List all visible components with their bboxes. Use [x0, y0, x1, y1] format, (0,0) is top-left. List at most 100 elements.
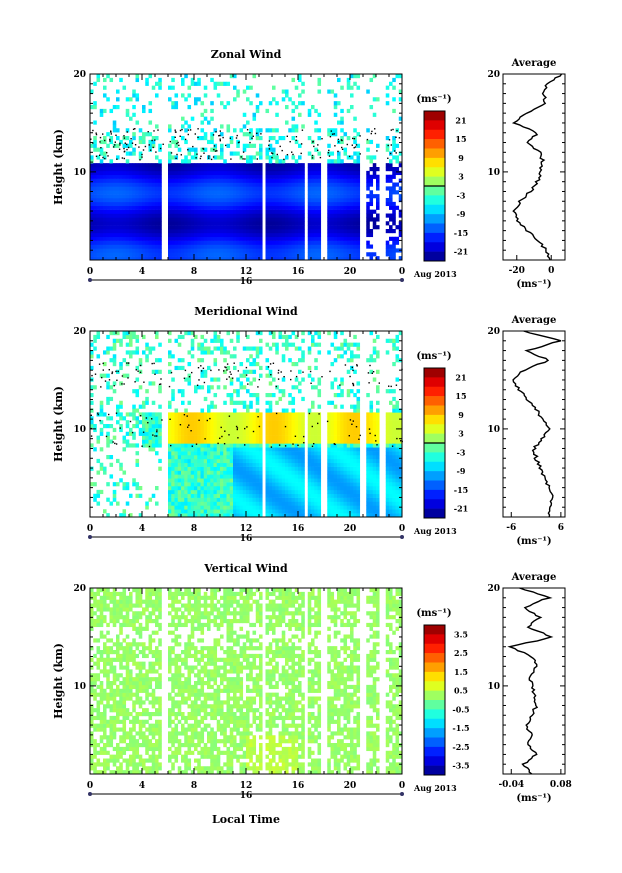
- heatmap-cell: [337, 221, 341, 226]
- heatmap-cell: [268, 248, 273, 253]
- heatmap-cell: [200, 225, 205, 230]
- heatmap-cell: [106, 190, 110, 195]
- heatmap-cell: [255, 186, 260, 191]
- heatmap-cell: [200, 466, 205, 471]
- heatmap-cell: [200, 420, 205, 425]
- heatmap-cell: [194, 424, 198, 429]
- heatmap-cell: [246, 190, 250, 195]
- heatmap-cell: [275, 493, 279, 498]
- heatmap-cell: [343, 338, 348, 343]
- heatmap-cell: [333, 198, 338, 203]
- contour-point: [141, 156, 143, 158]
- heatmap-cell: [226, 431, 231, 436]
- heatmap-cell: [109, 205, 114, 210]
- heatmap-cell: [226, 443, 231, 448]
- heatmap-cell: [229, 163, 234, 168]
- heatmap-cell: [281, 236, 286, 241]
- heatmap-cell: [298, 178, 302, 183]
- heatmap-cell: [223, 486, 227, 491]
- heatmap-cell: [346, 509, 351, 514]
- heatmap-cell: [197, 240, 201, 245]
- heatmap-cell: [255, 482, 260, 487]
- heatmap-cell: [116, 252, 120, 257]
- heatmap-cell: [294, 105, 299, 110]
- heatmap-cell: [330, 159, 335, 164]
- heatmap-cell: [294, 221, 299, 226]
- heatmap-cell: [285, 435, 289, 440]
- heatmap-cell: [265, 205, 270, 210]
- heatmap-cell: [181, 493, 185, 498]
- heatmap-cell: [317, 170, 322, 176]
- heatmap-cell: [155, 443, 159, 448]
- heatmap-cell: [301, 451, 305, 456]
- heatmap-cell: [210, 435, 214, 440]
- heatmap-cell: [291, 244, 296, 249]
- heatmap-cell: [233, 182, 237, 187]
- heatmap-cell: [233, 248, 237, 253]
- heatmap-cell: [181, 470, 185, 475]
- heatmap-cell: [301, 412, 305, 417]
- heatmap-cell: [216, 385, 221, 390]
- heatmap-cell: [259, 451, 263, 456]
- heatmap-cell: [350, 435, 354, 440]
- heatmap-cell: [330, 431, 335, 436]
- heatmap-cell: [314, 178, 318, 183]
- heatmap-cell: [138, 190, 143, 195]
- heatmap-cell: [265, 427, 270, 433]
- heatmap-cell: [168, 400, 172, 405]
- heatmap-cell: [272, 248, 276, 253]
- heatmap-cell: [311, 244, 315, 249]
- heatmap-cell: [294, 416, 299, 421]
- heatmap-cell: [366, 225, 370, 230]
- heatmap-cell: [168, 128, 172, 133]
- heatmap-cell: [343, 455, 348, 460]
- heatmap-cell: [239, 128, 244, 133]
- heatmap-cell: [307, 178, 312, 183]
- heatmap-cell: [249, 443, 253, 448]
- heatmap-cell: [216, 244, 221, 249]
- heatmap-cell: [220, 489, 224, 495]
- heatmap-cell: [145, 198, 149, 203]
- heatmap-cell: [366, 201, 370, 207]
- heatmap-cell: [246, 256, 250, 261]
- heatmap-cell: [333, 186, 338, 191]
- heatmap-cell: [307, 108, 312, 114]
- heatmap-cell: [168, 174, 172, 179]
- heatmap-cell: [148, 236, 153, 241]
- heatmap-cell: [298, 431, 302, 436]
- heatmap-cell: [226, 128, 231, 133]
- heatmap-cell: [119, 174, 123, 179]
- heatmap-cell: [366, 194, 370, 199]
- heatmap-cell: [291, 240, 296, 245]
- heatmap-cell: [207, 478, 211, 483]
- heatmap-cell: [168, 229, 172, 234]
- heatmap-cell: [333, 509, 338, 514]
- heatmap-cell: [301, 163, 305, 168]
- heatmap-cell: [376, 186, 380, 191]
- heatmap-cell: [275, 256, 279, 261]
- heatmap-cell: [194, 447, 198, 452]
- heatmap-cell: [93, 81, 97, 86]
- heatmap-cell: [314, 420, 318, 425]
- heatmap-cell: [291, 229, 296, 234]
- heatmap-cell: [174, 252, 179, 257]
- heatmap-cell: [376, 182, 380, 187]
- heatmap-cell: [340, 447, 344, 452]
- heatmap-cell: [213, 182, 218, 187]
- heatmap-cell: [314, 497, 318, 502]
- heatmap-cell: [122, 256, 127, 261]
- heatmap-cell: [103, 155, 107, 160]
- heatmap-cell: [343, 244, 348, 249]
- heatmap-cell: [307, 489, 312, 495]
- heatmap-cell: [213, 439, 218, 444]
- heatmap-cell: [174, 478, 179, 483]
- heatmap-cell: [242, 493, 247, 498]
- heatmap-cell: [255, 136, 260, 141]
- heatmap-cell: [291, 427, 296, 433]
- heatmap-cell: [213, 489, 218, 495]
- contour-point: [225, 144, 227, 147]
- heatmap-cell: [148, 431, 153, 436]
- heatmap-cell: [197, 431, 201, 436]
- contour-point: [215, 131, 217, 133]
